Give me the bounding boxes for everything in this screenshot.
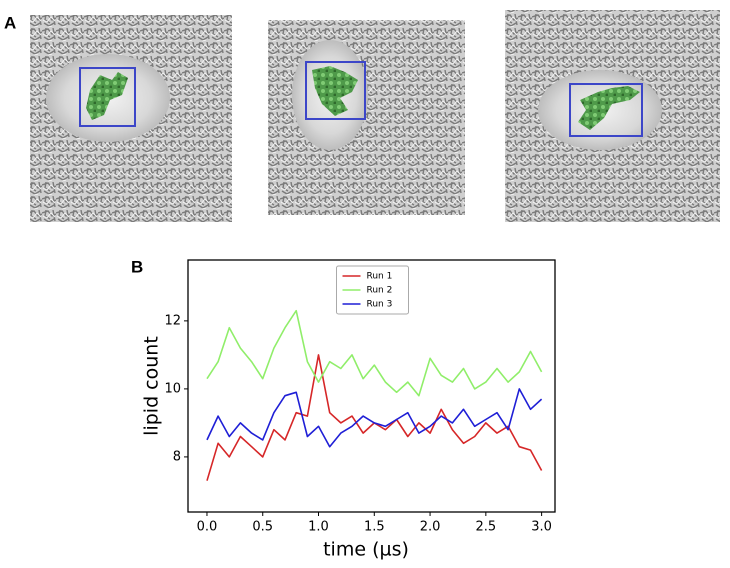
legend-box — [336, 265, 409, 315]
x-tick-label: 3.0 — [531, 520, 552, 535]
y-tick-label: 12 — [164, 313, 181, 328]
series-line — [206, 354, 543, 481]
x-tick-label: 0.5 — [252, 520, 273, 535]
series-line — [206, 388, 543, 448]
legend-label: Run 2 — [367, 286, 393, 296]
snapshot — [30, 15, 232, 222]
x-axis-label: time (µs) — [323, 539, 409, 561]
x-tick-label: 2.0 — [420, 520, 441, 535]
plot-frame — [187, 259, 556, 513]
x-tick-label: 1.0 — [308, 520, 329, 535]
legend-label: Run 3 — [367, 300, 393, 310]
snapshot — [505, 10, 720, 222]
legend: Run 1 Run 2 Run 3 — [336, 265, 409, 315]
x-tick-label: 0.0 — [197, 520, 218, 535]
snapshot — [268, 20, 465, 215]
panel-label: B — [131, 257, 143, 276]
x-tick-label: 1.5 — [364, 520, 385, 535]
y-tick-label: 8 — [173, 449, 181, 464]
x-tick-label: 2.5 — [475, 520, 496, 535]
panel-label: A — [4, 13, 16, 32]
y-axis-label: lipid count — [141, 336, 163, 436]
series-line — [206, 309, 543, 397]
y-tick-label: 10 — [164, 381, 181, 396]
legend-label: Run 1 — [367, 272, 393, 282]
